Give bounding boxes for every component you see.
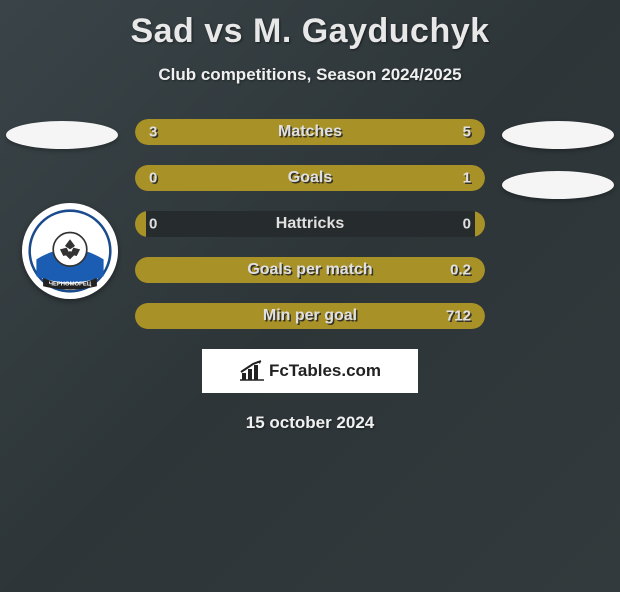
player-right-placeholder-2 [502,171,614,199]
brand-name: FcTables.com [269,361,381,381]
stat-fill-right [475,211,486,237]
stat-label: Matches [278,123,342,141]
svg-text:ЧЕРНОМОРЕЦ: ЧЕРНОМОРЕЦ [49,281,92,287]
chart-icon [239,360,265,382]
brand-box[interactable]: FcTables.com [202,349,418,393]
page-title: Sad vs M. Gayduchyk [0,12,620,51]
stat-row: Min per goal 712 [135,303,485,329]
comparison-panel: ЧЕРНОМОРЕЦ 3 Matches 5 0 Goals 1 0 Hattricks 0 Go… [0,119,620,433]
stat-value-right: 1 [463,170,471,187]
stat-row: 0 Hattricks 0 [135,211,485,237]
player-left-placeholder [6,121,118,149]
stat-value-right: 5 [463,124,471,141]
stat-value-right: 712 [446,308,471,325]
stat-value-right: 0.2 [450,262,471,279]
stat-label: Hattricks [276,215,344,233]
stat-fill-left [135,303,146,329]
club-badge: ЧЕРНОМОРЕЦ [22,203,118,299]
stat-label: Min per goal [263,307,357,325]
stat-value-right: 0 [463,216,471,233]
stat-fill-left [135,165,146,191]
stat-value-left: 0 [149,216,157,233]
stat-bars: 3 Matches 5 0 Goals 1 0 Hattricks 0 Goals per mat… [135,119,485,329]
stat-value-left: 0 [149,170,157,187]
stat-fill-left [135,257,146,283]
stat-label: Goals per match [247,261,372,279]
player-right-placeholder [502,121,614,149]
stat-label: Goals [288,169,332,187]
stat-row: 0 Goals 1 [135,165,485,191]
stat-row: 3 Matches 5 [135,119,485,145]
stat-value-left: 3 [149,124,157,141]
page-subtitle: Club competitions, Season 2024/2025 [0,65,620,85]
stat-row: Goals per match 0.2 [135,257,485,283]
date-label: 15 october 2024 [0,413,620,433]
stat-fill-left [135,211,146,237]
